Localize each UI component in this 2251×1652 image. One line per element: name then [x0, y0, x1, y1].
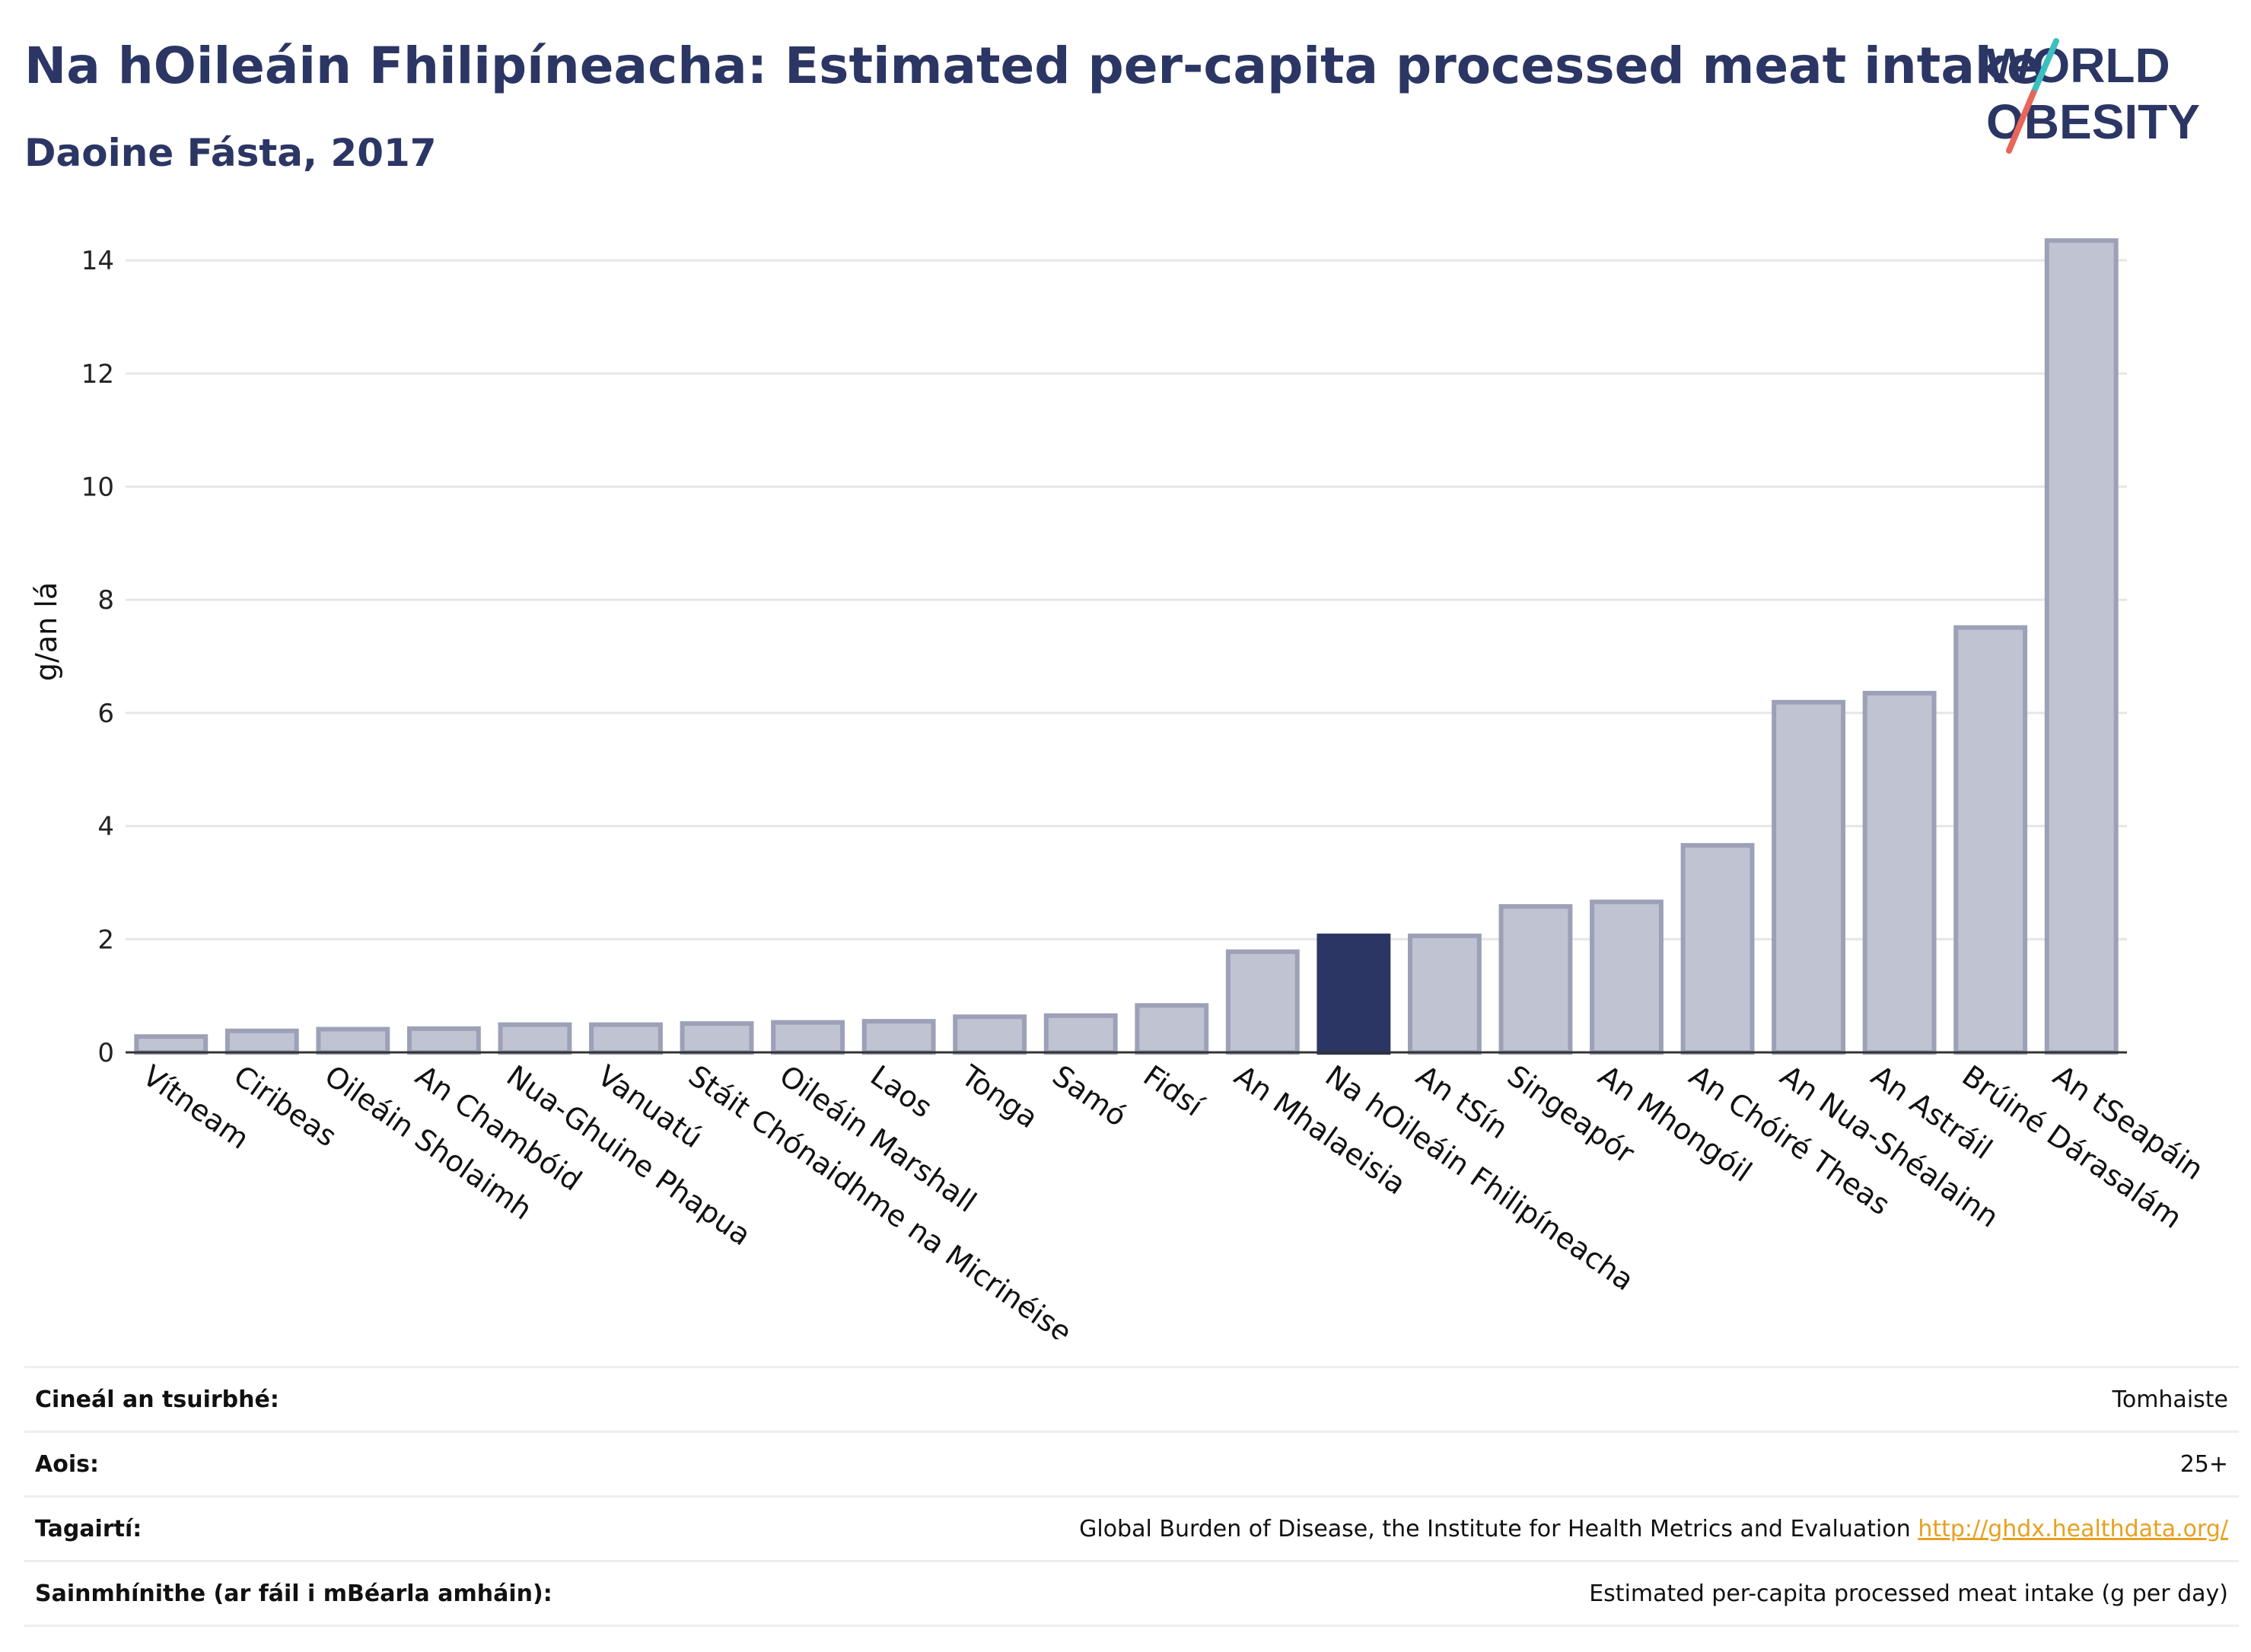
info-row: Tagairtí: Global Burden of Disease, the I…	[24, 1495, 2239, 1561]
bar[interactable]	[1407, 933, 1482, 1055]
x-tick-label: Samó	[1046, 1058, 1132, 1133]
info-label: Sainmhínithe (ar fáil i mBéarla amháin):	[24, 1560, 723, 1627]
bar[interactable]	[953, 1014, 1027, 1055]
x-tick-label: Fidsí	[1138, 1058, 1210, 1123]
y-tick-label: 6	[97, 699, 114, 729]
y-tick-label: 14	[81, 246, 114, 276]
y-axis-ticks: 0 2 4 6 8 10 12 14	[81, 246, 114, 1068]
chart-subtitle: Daoine Fásta, 2017	[24, 131, 437, 175]
bar[interactable]	[1862, 690, 1937, 1055]
bar[interactable]	[1680, 842, 1755, 1055]
logo-line1: WORLD	[1986, 38, 2170, 93]
reference-link[interactable]: http://ghdx.healthdata.org/	[1918, 1515, 2228, 1542]
bar[interactable]	[861, 1019, 936, 1055]
info-table: Cineál an tsuirbhé: Tomhaiste Aois: 25+ Taga…	[24, 1366, 2239, 1627]
bar[interactable]	[1772, 699, 1846, 1055]
y-tick-label: 2	[97, 925, 114, 955]
y-tick-label: 12	[81, 359, 114, 390]
world-obesity-logo: WORLD OBESITY	[1986, 38, 2200, 154]
bar[interactable]	[1498, 904, 1573, 1055]
bar[interactable]	[1590, 899, 1664, 1055]
y-axis-label: g/an lá	[30, 582, 63, 681]
logo-slash-coral	[2006, 90, 2036, 154]
info-value: Tomhaiste	[722, 1366, 2239, 1432]
bar[interactable]	[1135, 1003, 1209, 1055]
y-tick-label: 8	[97, 585, 114, 616]
bar[interactable]	[134, 1034, 209, 1055]
info-row: Aois: 25+	[24, 1431, 2239, 1497]
chart-title: Na hOileáin Fhilipíneacha: Estimated per…	[24, 37, 2041, 95]
logo-slash-teal	[2030, 38, 2059, 96]
info-value: Global Burden of Disease, the Institute …	[722, 1495, 2239, 1561]
bar[interactable]	[771, 1020, 845, 1055]
bars	[134, 238, 2119, 1055]
bar[interactable]	[406, 1026, 481, 1055]
bar[interactable]	[589, 1022, 663, 1055]
bar[interactable]	[1953, 625, 2028, 1055]
info-value: 25+	[722, 1431, 2239, 1497]
info-row: Sainmhínithe (ar fáil i mBéarla amháin):…	[24, 1560, 2239, 1627]
bar[interactable]	[1225, 949, 1300, 1055]
bar[interactable]	[2044, 238, 2119, 1055]
bar[interactable]	[498, 1022, 572, 1055]
y-tick-label: 4	[97, 812, 114, 842]
bar[interactable]	[224, 1028, 299, 1055]
y-tick-label: 0	[97, 1038, 114, 1068]
x-tick-label: An Mhongóil	[1592, 1058, 1758, 1189]
info-label: Cineál an tsuirbhé:	[24, 1366, 723, 1432]
bar[interactable]	[1043, 1013, 1118, 1055]
bar[interactable]	[680, 1021, 754, 1055]
y-tick-label: 10	[81, 473, 114, 503]
info-value: Estimated per-capita processed meat inta…	[722, 1560, 2239, 1627]
x-tick-label: Tonga	[955, 1058, 1044, 1135]
bar[interactable]	[316, 1027, 390, 1055]
info-row: Cineál an tsuirbhé: Tomhaiste	[24, 1366, 2239, 1432]
info-label: Tagairtí:	[24, 1495, 723, 1561]
info-label: Aois:	[24, 1431, 723, 1497]
bar-highlighted[interactable]	[1317, 933, 1391, 1055]
x-tick-label: Laos	[864, 1058, 938, 1124]
